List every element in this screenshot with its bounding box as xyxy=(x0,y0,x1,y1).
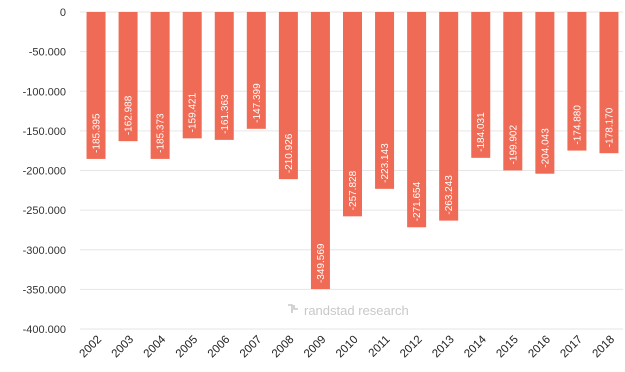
watermark-text: randstad research xyxy=(304,303,409,318)
x-tick-label-2010: 2010 xyxy=(334,334,361,361)
x-tick-label-2011: 2011 xyxy=(367,334,393,360)
data-label-2006: -161.363 xyxy=(220,94,231,134)
data-label-2002: -185.395 xyxy=(92,113,103,153)
x-tick-label-2009: 2009 xyxy=(302,334,329,361)
data-label-2017: -174.880 xyxy=(572,105,583,145)
x-tick-label-2008: 2008 xyxy=(270,334,297,361)
randstad-logo-icon xyxy=(288,305,298,313)
y-tick-label: -400.000 xyxy=(23,324,66,336)
y-tick-label: -50.000 xyxy=(29,47,66,59)
x-tick-label-2014: 2014 xyxy=(462,333,489,360)
watermark: randstad research xyxy=(288,303,409,318)
x-tick-label-2015: 2015 xyxy=(494,334,521,361)
bars: -185.395 -162.988 -185.373 -159.421 -161.363… xyxy=(87,12,619,289)
y-axis: 0 -50.000 -100.000 -150.000 -200.000 -250.000… xyxy=(23,7,66,336)
x-tick-label-2002: 2002 xyxy=(78,334,105,361)
data-label-2011: -223.143 xyxy=(380,143,391,183)
data-label-2015: -199.902 xyxy=(508,125,519,165)
data-label-2016: -204.043 xyxy=(540,128,551,168)
data-label-2014: -184.031 xyxy=(476,112,487,152)
data-label-2004: -185.373 xyxy=(156,113,167,153)
y-tick-label: -250.000 xyxy=(23,205,66,217)
x-tick-label-2005: 2005 xyxy=(174,334,201,361)
x-tick-label-2007: 2007 xyxy=(238,334,265,361)
data-label-2013: -263.243 xyxy=(444,175,455,215)
data-label-2010: -257.828 xyxy=(348,170,359,210)
y-tick-label: -350.000 xyxy=(23,284,66,296)
data-label-2003: -162.988 xyxy=(124,95,135,135)
data-label-2012: -271.654 xyxy=(412,181,423,221)
x-tick-label-2006: 2006 xyxy=(206,334,233,361)
y-tick-label: -100.000 xyxy=(23,86,66,98)
data-label-2009: -349.569 xyxy=(316,243,327,283)
x-tick-label-2013: 2013 xyxy=(430,334,457,361)
y-tick-label: -200.000 xyxy=(23,166,66,178)
data-label-2005: -159.421 xyxy=(188,92,199,132)
data-label-2018: -178.170 xyxy=(604,107,615,147)
y-tick-label: -300.000 xyxy=(23,245,66,257)
x-tick-label-2016: 2016 xyxy=(526,334,553,361)
y-tick-label: -150.000 xyxy=(23,126,66,138)
data-label-2008: -210.926 xyxy=(284,133,295,173)
x-tick-label-2004: 2004 xyxy=(142,333,169,360)
x-axis: 2002 2003 2004 2005 2006 2007 2008 2009 2010 2011… xyxy=(78,333,618,360)
x-tick-label-2017: 2017 xyxy=(558,334,585,361)
x-tick-label-2012: 2012 xyxy=(398,334,425,361)
x-tick-label-2003: 2003 xyxy=(110,334,137,361)
x-tick-label-2018: 2018 xyxy=(591,334,618,361)
y-tick-label: 0 xyxy=(60,7,66,19)
data-label-2007: -147.399 xyxy=(252,83,263,123)
